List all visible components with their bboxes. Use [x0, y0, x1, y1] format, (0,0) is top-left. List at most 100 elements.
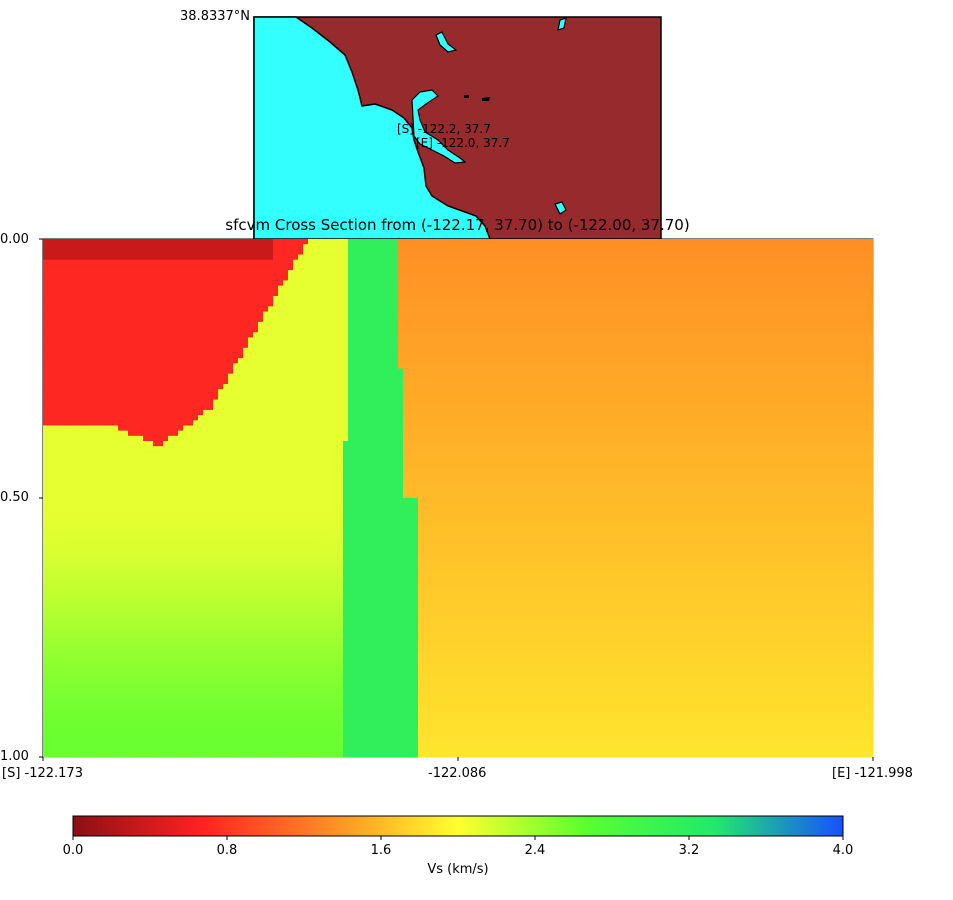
- heatmap-cell: [838, 264, 844, 271]
- heatmap-cell: [458, 342, 464, 349]
- heatmap-cell: [728, 327, 734, 333]
- heatmap-cell: [623, 254, 629, 261]
- heatmap-cell: [288, 327, 294, 333]
- heatmap-cell: [408, 285, 414, 292]
- heatmap-cell: [298, 373, 304, 380]
- heatmap-cell: [393, 378, 399, 385]
- heatmap-cell: [628, 254, 634, 261]
- heatmap-cell: [838, 321, 844, 328]
- heatmap-cell: [823, 378, 829, 385]
- heatmap-cell: [773, 316, 779, 323]
- heatmap-cell: [478, 358, 484, 364]
- heatmap-cell: [398, 259, 404, 266]
- heatmap-cell: [328, 290, 334, 297]
- heatmap-cell: [648, 270, 654, 276]
- heatmap-cell: [548, 368, 554, 375]
- heatmap-cell: [763, 285, 769, 292]
- heatmap-cell: [163, 368, 169, 375]
- heatmap-cell: [658, 244, 664, 250]
- heatmap-cell: [363, 378, 369, 385]
- heatmap-cell: [513, 306, 519, 313]
- heatmap-cell: [438, 321, 444, 328]
- heatmap-cell: [53, 347, 59, 354]
- heatmap-cell: [723, 275, 729, 282]
- heatmap-cell: [718, 378, 724, 385]
- heatmap-cell: [763, 337, 769, 344]
- heatmap-cell: [818, 311, 824, 318]
- heatmap-cell: [58, 301, 64, 307]
- heatmap-cell: [183, 249, 189, 256]
- heatmap-cell: [73, 295, 79, 302]
- heatmap-cell: [743, 321, 749, 328]
- heatmap-cell: [558, 378, 564, 385]
- heatmap-cell: [698, 378, 704, 385]
- heatmap-cell: [68, 342, 74, 349]
- heatmap-cell: [623, 270, 629, 276]
- heatmap-cell: [398, 239, 404, 245]
- heatmap-cell: [408, 264, 414, 271]
- heatmap-cell: [293, 301, 299, 307]
- heatmap-cell: [693, 295, 699, 302]
- heatmap-cell: [633, 347, 639, 354]
- heatmap-cell: [193, 368, 199, 375]
- heatmap-cell: [118, 327, 124, 333]
- heatmap-cell: [863, 264, 869, 271]
- heatmap-cell: [248, 290, 254, 297]
- heatmap-cell: [713, 352, 719, 359]
- heatmap-cell: [393, 301, 399, 307]
- heatmap-cell: [478, 373, 484, 380]
- heatmap-cell: [808, 368, 814, 375]
- heatmap-cell: [43, 239, 49, 245]
- heatmap-cell: [223, 295, 229, 302]
- heatmap-cell: [393, 306, 399, 313]
- heatmap-cell: [403, 363, 409, 370]
- heatmap-cell: [288, 270, 294, 276]
- heatmap-cell: [278, 378, 284, 385]
- heatmap-cell: [323, 280, 329, 287]
- heatmap-cell: [318, 347, 324, 354]
- heatmap-cell: [538, 358, 544, 364]
- heatmap-cell: [548, 264, 554, 271]
- heatmap-cell: [128, 316, 134, 323]
- heatmap-cell: [688, 249, 694, 256]
- heatmap-cell: [813, 378, 819, 385]
- heatmap-cell: [448, 352, 454, 359]
- heatmap-cell: [623, 290, 629, 297]
- heatmap-cell: [178, 332, 184, 339]
- heatmap-cell: [418, 327, 424, 333]
- heatmap-cell: [673, 389, 679, 395]
- heatmap-cell: [48, 389, 54, 395]
- heatmap-cell: [373, 347, 379, 354]
- heatmap-cell: [123, 306, 129, 313]
- heatmap-cell: [348, 358, 354, 364]
- heatmap-cell: [738, 337, 744, 344]
- heatmap-cell: [113, 254, 119, 261]
- heatmap-cell: [408, 327, 414, 333]
- heatmap-cell: [553, 347, 559, 354]
- heatmap-cell: [93, 244, 99, 250]
- heatmap-cell: [868, 259, 874, 266]
- heatmap-cell: [778, 244, 784, 250]
- heatmap-cell: [248, 316, 254, 323]
- heatmap-cell: [43, 352, 49, 359]
- heatmap-cell: [258, 332, 264, 339]
- heatmap-cell: [343, 295, 349, 302]
- heatmap-cell: [508, 321, 514, 328]
- heatmap-cell: [58, 389, 64, 395]
- heatmap-cell: [808, 254, 814, 261]
- heatmap-cell: [123, 337, 129, 344]
- heatmap-cell: [208, 327, 214, 333]
- heatmap-cell: [728, 378, 734, 385]
- heatmap-cell: [698, 239, 704, 245]
- heatmap-cell: [633, 373, 639, 380]
- heatmap-cell: [283, 280, 289, 287]
- heatmap-cell: [183, 259, 189, 266]
- heatmap-cell: [133, 275, 139, 282]
- heatmap-cell: [758, 373, 764, 380]
- heatmap-cell: [588, 254, 594, 261]
- heatmap-cell: [358, 306, 364, 313]
- heatmap-cell: [773, 337, 779, 344]
- heatmap-cell: [813, 337, 819, 344]
- heatmap-cell: [828, 275, 834, 282]
- heatmap-cell: [743, 249, 749, 256]
